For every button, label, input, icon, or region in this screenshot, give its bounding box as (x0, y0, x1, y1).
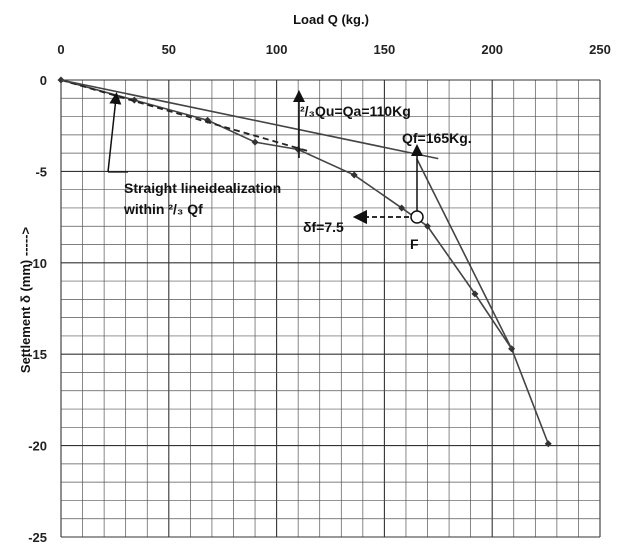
y-axis-title: Settlement δ (mm) -----> (18, 227, 33, 374)
data-point-marker (251, 138, 259, 146)
series-line-2 (60, 79, 310, 153)
series-line-4 (416, 158, 513, 350)
annotation-straight-line-2: within ²/₃ Qf (123, 201, 203, 217)
data-point-marker (544, 440, 552, 448)
x-tick-labels: 0 50 100 150 200 250 (57, 42, 610, 57)
data-point-marker (398, 204, 406, 212)
x-tick-label: 100 (266, 42, 288, 57)
x-axis-title: Load Q (kg.) (293, 12, 369, 27)
y-tick-label: -20 (28, 439, 47, 454)
data-point-marker (471, 290, 479, 298)
y-tick-label: -25 (28, 530, 47, 545)
data-point-marker (424, 222, 432, 230)
data-point-marker (350, 171, 358, 179)
annotations: Straight lineidealization within ²/₃ Qf … (107, 90, 472, 252)
point-f-label: F (410, 236, 419, 252)
x-tick-label: 0 (57, 42, 64, 57)
x-tick-label: 50 (162, 42, 176, 57)
y-tick-label: -10 (28, 256, 47, 271)
x-tick-label: 250 (589, 42, 611, 57)
grid-lines (60, 79, 601, 538)
y-tick-labels: 0 -5 -10 -15 -20 -25 (28, 73, 47, 545)
data-point-marker (130, 96, 138, 104)
x-tick-label: 200 (481, 42, 503, 57)
y-tick-label: -15 (28, 347, 47, 362)
x-tick-label: 150 (374, 42, 396, 57)
series-line-3 (60, 79, 439, 160)
annotation-delta: δf=7.5 (303, 219, 344, 235)
annotation-arrow-straight-line (107, 92, 122, 173)
annotation-two-thirds: ²/₃Qu=Qa=110Kg (300, 103, 411, 119)
y-tick-label: -5 (35, 164, 47, 179)
series-layer (57, 76, 552, 448)
point-f-marker (410, 210, 424, 224)
y-tick-label: 0 (40, 73, 47, 88)
annotation-straight-line-1: Straight lineidealization (124, 180, 281, 196)
annotation-qf: Qf=165Kg. (402, 130, 472, 146)
